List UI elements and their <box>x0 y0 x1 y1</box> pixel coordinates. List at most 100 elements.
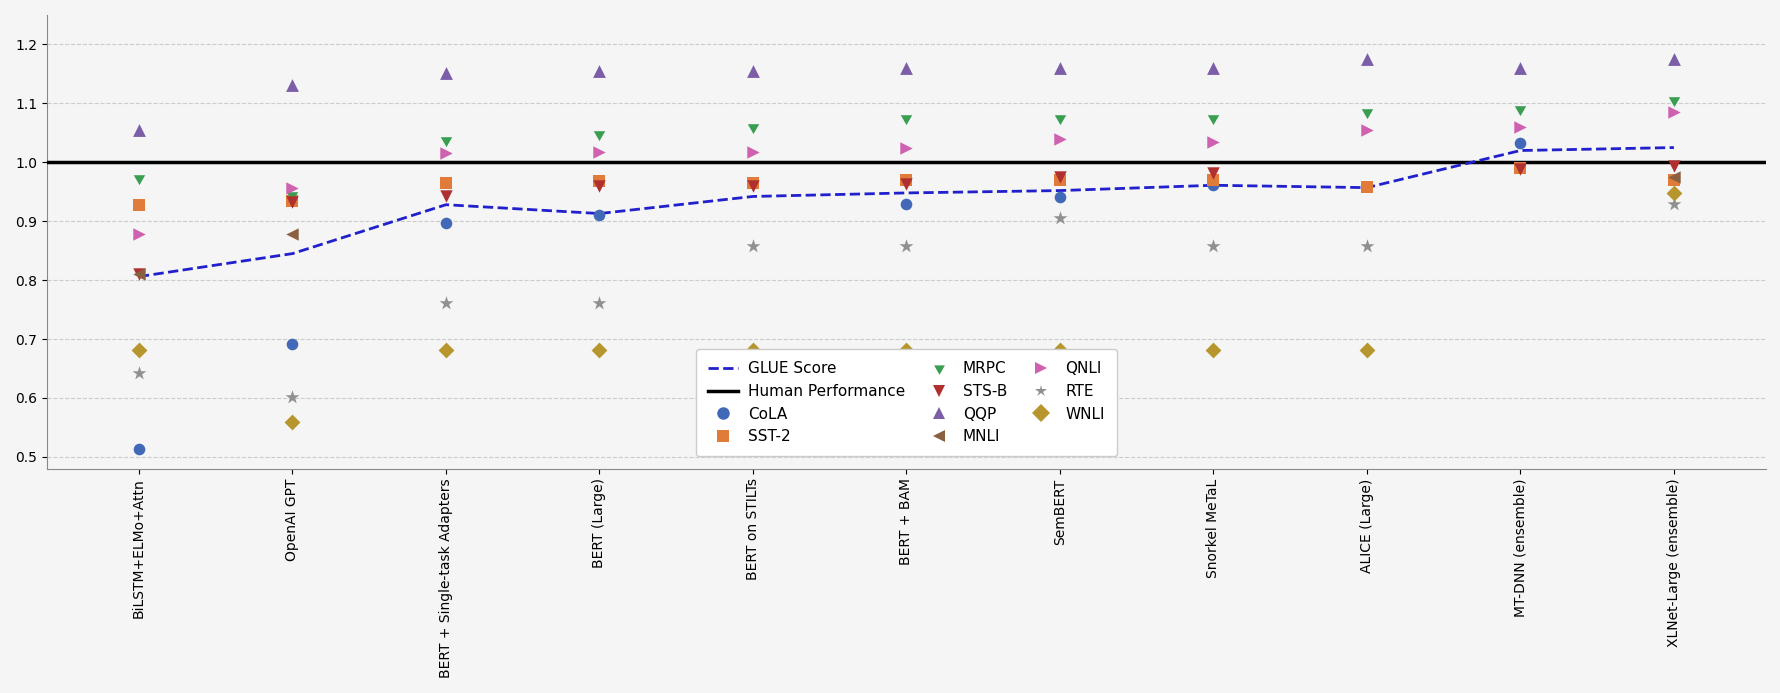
Point <box>739 240 767 252</box>
Point <box>1045 112 1073 123</box>
Point <box>1659 171 1687 182</box>
Point <box>739 121 767 132</box>
Point <box>1045 213 1073 224</box>
Point <box>1198 136 1226 147</box>
Point <box>1198 112 1226 123</box>
Point <box>1659 107 1687 118</box>
Point <box>1045 175 1073 186</box>
Point <box>431 297 459 308</box>
Point <box>1045 133 1073 144</box>
GLUE Score <box>742 192 764 200</box>
Point <box>1198 344 1226 356</box>
Point <box>892 62 920 73</box>
Point <box>125 444 153 455</box>
Point <box>1506 162 1534 173</box>
Point <box>586 65 614 76</box>
Point <box>125 124 153 135</box>
Point <box>125 344 153 356</box>
Point <box>892 344 920 356</box>
Point <box>125 269 153 280</box>
Point <box>125 199 153 210</box>
Point <box>278 338 306 349</box>
Point <box>586 297 614 308</box>
Point <box>1506 104 1534 115</box>
GLUE Score <box>589 209 611 218</box>
Point <box>1198 240 1226 252</box>
Human Performance <box>281 158 303 166</box>
Point <box>586 180 614 191</box>
GLUE Score <box>1509 146 1531 155</box>
GLUE Score <box>1202 181 1223 189</box>
Point <box>1659 95 1687 106</box>
Point <box>431 177 459 188</box>
Point <box>278 195 306 207</box>
Point <box>1659 161 1687 172</box>
Point <box>125 173 153 184</box>
Point <box>1506 164 1534 175</box>
Point <box>278 190 306 201</box>
Point <box>1351 53 1380 64</box>
Human Performance <box>128 158 150 166</box>
Point <box>1506 137 1534 148</box>
Point <box>739 65 767 76</box>
GLUE Score <box>281 249 303 258</box>
Point <box>739 146 767 157</box>
Point <box>278 229 306 240</box>
Point <box>1659 187 1687 198</box>
Point <box>431 67 459 78</box>
Point <box>1198 175 1226 186</box>
Point <box>1506 121 1534 132</box>
Point <box>1045 62 1073 73</box>
Point <box>431 191 459 202</box>
Point <box>892 240 920 252</box>
Point <box>1045 191 1073 202</box>
Point <box>431 134 459 146</box>
Point <box>1198 167 1226 178</box>
Point <box>1351 107 1380 118</box>
Point <box>892 179 920 190</box>
Point <box>278 79 306 90</box>
GLUE Score <box>1663 143 1684 152</box>
Point <box>1351 124 1380 135</box>
Point <box>586 344 614 356</box>
Point <box>586 146 614 157</box>
Point <box>278 416 306 427</box>
Point <box>892 198 920 209</box>
Point <box>892 142 920 153</box>
Point <box>739 180 767 191</box>
Point <box>278 392 306 403</box>
Point <box>1351 344 1380 356</box>
Point <box>125 269 153 280</box>
Point <box>586 210 614 221</box>
Point <box>892 175 920 186</box>
Point <box>1351 182 1380 193</box>
Point <box>1198 62 1226 73</box>
Point <box>431 344 459 356</box>
Point <box>125 229 153 240</box>
GLUE Score <box>1355 184 1376 192</box>
Point <box>1659 198 1687 209</box>
Point <box>892 112 920 123</box>
Point <box>1659 175 1687 186</box>
Point <box>739 344 767 356</box>
Point <box>1659 53 1687 64</box>
Point <box>278 183 306 194</box>
Point <box>586 128 614 139</box>
Point <box>125 367 153 378</box>
Point <box>586 175 614 186</box>
Point <box>739 177 767 188</box>
Point <box>1045 171 1073 182</box>
Point <box>1351 240 1380 252</box>
Legend: GLUE Score, Human Performance, CoLA, SST-2, MRPC, STS-B, QQP, MNLI, QNLI, RTE, W: GLUE Score, Human Performance, CoLA, SST… <box>696 349 1116 457</box>
GLUE Score <box>1048 186 1070 195</box>
GLUE Score <box>434 200 456 209</box>
Point <box>1506 62 1534 73</box>
Point <box>1045 344 1073 356</box>
GLUE Score <box>128 272 150 281</box>
GLUE Score <box>895 188 917 197</box>
Point <box>1198 179 1226 190</box>
Line: GLUE Score: GLUE Score <box>139 148 1673 277</box>
Point <box>431 218 459 229</box>
Point <box>431 148 459 159</box>
Point <box>278 197 306 208</box>
